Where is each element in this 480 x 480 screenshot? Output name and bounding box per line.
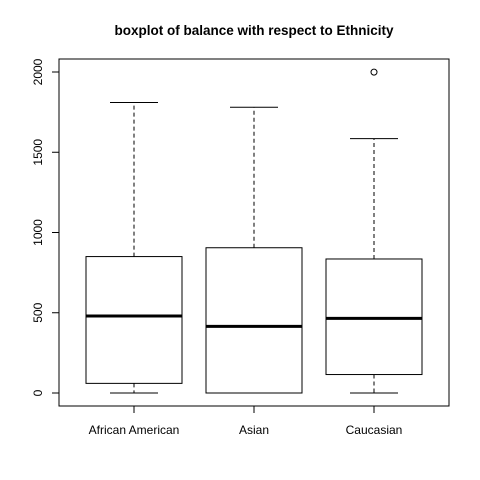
box-caucasian (325, 68, 423, 394)
y-axis: 0 500 1000 1500 2000 (31, 58, 60, 396)
x-tick-label: African American (89, 423, 180, 437)
outlier-point (370, 68, 378, 76)
box-series (85, 68, 423, 394)
chart-title: boxplot of balance with respect to Ethni… (114, 23, 394, 38)
y-tick-label: 1500 (31, 139, 45, 166)
x-tick-label: Caucasian (346, 423, 403, 437)
iqr-box (85, 256, 183, 384)
iqr-box (325, 258, 423, 376)
y-tick-label: 500 (31, 302, 45, 322)
box-african-american (85, 101, 183, 394)
y-tick-label: 0 (31, 389, 45, 396)
y-tick-label: 1000 (31, 219, 45, 246)
box-asian (205, 106, 303, 394)
x-tick-label: Asian (239, 423, 269, 437)
iqr-box (205, 247, 303, 394)
x-axis: African American Asian Caucasian (89, 405, 403, 437)
y-tick-label: 2000 (31, 58, 45, 85)
